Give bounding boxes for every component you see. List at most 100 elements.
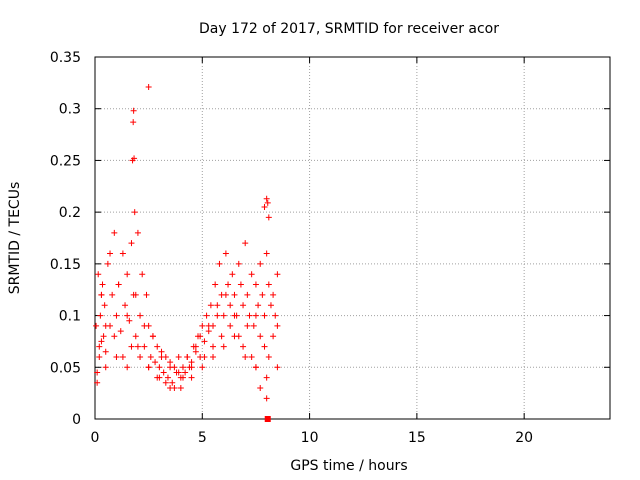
data-point: [255, 302, 262, 309]
data-point: [263, 395, 270, 402]
data-point: [175, 369, 182, 376]
data-point: [182, 369, 189, 376]
data-point: [179, 364, 186, 371]
data-point: [274, 271, 281, 278]
data-point: [93, 322, 100, 329]
data-point: [222, 250, 229, 257]
data-point: [158, 348, 165, 355]
data-point: [216, 260, 223, 267]
data-point: [231, 291, 238, 298]
data-point: [250, 322, 257, 329]
data-point: [222, 291, 229, 298]
data-point: [244, 291, 251, 298]
data-point: [188, 359, 195, 366]
data-point: [96, 353, 103, 360]
data-point: [154, 343, 161, 350]
data-point: [137, 353, 144, 360]
x-tick-label: 10: [301, 430, 319, 446]
data-point: [257, 260, 264, 267]
data-point: [218, 333, 225, 340]
data-point: [184, 353, 191, 360]
chart-title: Day 172 of 2017, SRMTID for receiver aco…: [199, 21, 499, 37]
square-marker: [264, 416, 271, 422]
data-point: [130, 107, 137, 114]
data-point: [265, 214, 272, 221]
data-point: [261, 312, 268, 319]
data-point: [99, 281, 106, 288]
data-point: [214, 302, 221, 309]
data-point: [229, 271, 236, 278]
data-point: [240, 343, 247, 350]
data-point: [145, 83, 152, 90]
data-point: [158, 353, 165, 360]
data-point: [139, 271, 146, 278]
data-point: [214, 312, 221, 319]
data-point: [128, 240, 135, 247]
data-point: [141, 322, 148, 329]
data-point: [169, 379, 176, 386]
data-point: [134, 343, 141, 350]
data-point: [199, 322, 206, 329]
data-point: [261, 343, 268, 350]
data-point: [235, 260, 242, 267]
data-point: [115, 281, 122, 288]
data-point: [220, 343, 227, 350]
data-point: [225, 281, 232, 288]
data-point: [107, 250, 114, 257]
data-point: [124, 312, 131, 319]
data-point: [201, 353, 208, 360]
data-point: [162, 379, 169, 386]
data-point: [124, 271, 131, 278]
data-point: [122, 302, 129, 309]
data-point: [113, 353, 120, 360]
data-point: [188, 364, 195, 371]
data-point: [244, 322, 251, 329]
data-point: [272, 312, 279, 319]
data-point: [119, 250, 126, 257]
y-tick-label: 0.15: [50, 257, 81, 273]
data-point: [231, 312, 238, 319]
data-point: [240, 302, 247, 309]
data-point: [227, 302, 234, 309]
data-point: [149, 333, 156, 340]
data-point: [104, 260, 111, 267]
y-tick-label: 0.35: [50, 50, 81, 66]
data-point: [252, 364, 259, 371]
data-point: [203, 312, 210, 319]
data-point: [152, 359, 159, 366]
data-point: [212, 281, 219, 288]
data-point: [177, 384, 184, 391]
data-point: [167, 364, 174, 371]
data-points: [93, 83, 281, 422]
data-point: [101, 302, 108, 309]
data-point: [205, 328, 212, 335]
data-point: [263, 374, 270, 381]
y-tick-label: 0.1: [59, 309, 81, 325]
data-point: [248, 271, 255, 278]
data-point: [264, 199, 271, 206]
data-point: [111, 333, 118, 340]
data-point: [113, 312, 120, 319]
data-point: [265, 281, 272, 288]
data-point: [192, 343, 199, 350]
data-point: [97, 312, 104, 319]
y-tick-label: 0.3: [59, 102, 81, 118]
data-point: [94, 379, 101, 386]
data-point: [167, 359, 174, 366]
data-point: [220, 312, 227, 319]
data-point: [257, 384, 264, 391]
data-point: [207, 302, 214, 309]
data-point: [188, 374, 195, 381]
data-point: [126, 317, 133, 324]
data-point: [179, 374, 186, 381]
data-point: [192, 348, 199, 355]
data-point: [263, 195, 270, 202]
data-point: [131, 155, 138, 162]
data-point: [124, 364, 131, 371]
x-tick-label: 15: [408, 430, 426, 446]
data-point: [143, 291, 150, 298]
y-tick-label: 0.25: [50, 153, 81, 169]
y-axis-label: SRMTID / TECUs: [7, 182, 23, 295]
y-tick-label: 0.2: [59, 205, 81, 221]
